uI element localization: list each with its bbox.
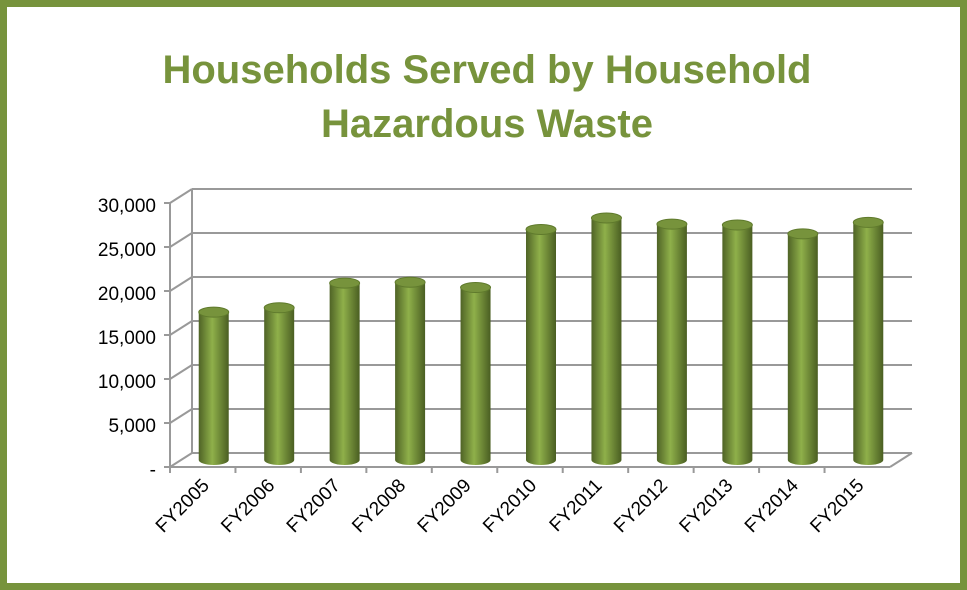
y-tick-label: 25,000 [98, 240, 156, 261]
grid-line [169, 232, 193, 248]
bar [460, 282, 492, 465]
chart: - 5,000 10,000 15,000 20,000 25,000 30,000 FY20… [98, 188, 913, 537]
grid-line [169, 364, 193, 380]
bar-body [787, 233, 818, 465]
grid-line [169, 276, 193, 292]
bar-top [525, 223, 557, 235]
y-tick-label: 30,000 [98, 196, 156, 217]
bar-top [329, 277, 361, 289]
bar-body [329, 283, 360, 465]
bar-top [394, 276, 426, 288]
grid-line [169, 452, 193, 468]
bar [787, 228, 819, 465]
chart-title: Households Served by Household Hazardous… [162, 48, 812, 146]
bar-body [853, 222, 884, 465]
bar [721, 219, 753, 465]
x-tick-label: FY2014 [741, 475, 803, 537]
bar [525, 223, 557, 465]
bar-body [722, 225, 753, 465]
bar [329, 277, 361, 465]
bar-body [198, 312, 229, 465]
x-tick-label: FY2006 [217, 475, 279, 537]
bar [590, 212, 622, 465]
bar-body [395, 282, 426, 465]
grid-line [169, 320, 193, 336]
bar-body [460, 287, 491, 465]
y-tick-label: 15,000 [98, 328, 156, 349]
bar-top [460, 282, 492, 294]
x-tick-label: FY2015 [806, 475, 868, 537]
bar-top [656, 218, 688, 230]
floor-edge [889, 452, 913, 468]
x-tick-label: FY2010 [479, 475, 541, 537]
x-tick-label: FY2012 [610, 475, 672, 537]
bar-top [721, 219, 753, 231]
bar [263, 302, 295, 465]
x-tick-label: FY2008 [348, 475, 410, 537]
x-tick-label: FY2013 [676, 475, 738, 537]
bar-top [590, 212, 622, 224]
bar [198, 306, 230, 465]
y-tick-label: - [150, 460, 156, 481]
x-tick-label: FY2007 [283, 475, 345, 537]
bar-body [591, 218, 622, 465]
bar-top [852, 216, 884, 228]
bar-body [526, 229, 556, 465]
x-tick-label: FY2005 [152, 475, 214, 537]
y-tick-label: 10,000 [98, 372, 156, 393]
y-tick-label: 5,000 [108, 416, 156, 437]
bar [394, 276, 426, 465]
bar [852, 216, 884, 465]
y-tick-label: 20,000 [98, 284, 156, 305]
bar-top [263, 302, 295, 314]
grid-line [169, 408, 193, 424]
x-tick-label: FY2009 [414, 475, 476, 537]
bar-top [198, 306, 230, 318]
bar-body [656, 224, 687, 465]
bar-body [264, 307, 295, 465]
grid-line [169, 188, 193, 204]
x-tick-label: FY2011 [546, 475, 607, 536]
bar-top [787, 228, 819, 240]
bar [656, 218, 688, 465]
